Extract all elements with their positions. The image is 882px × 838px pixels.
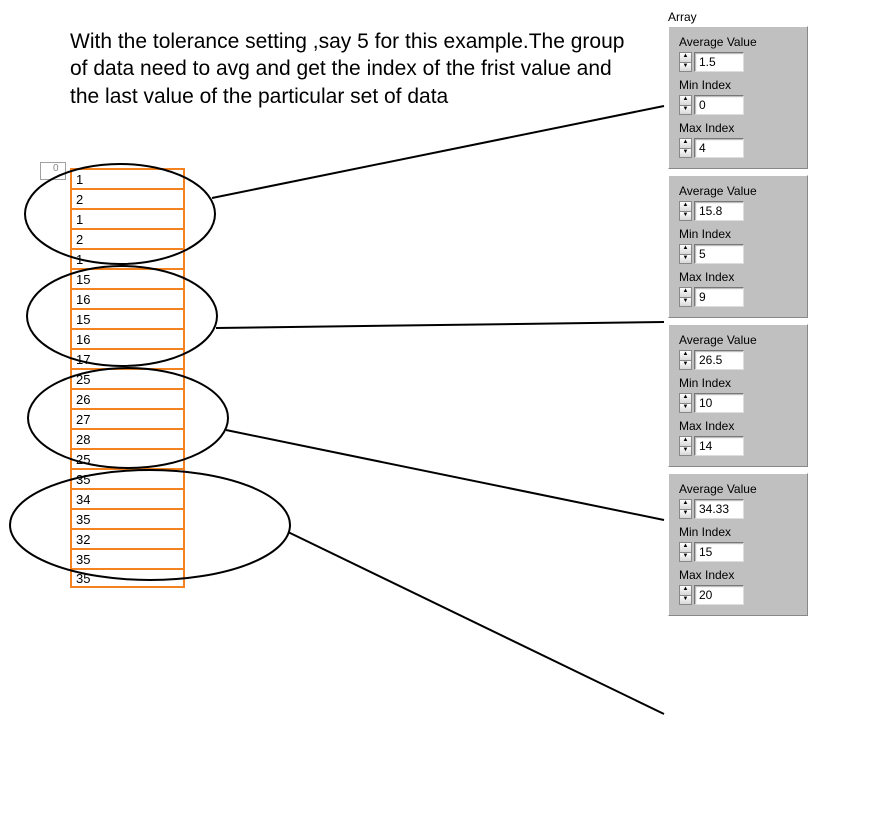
avg-label: Average Value	[679, 35, 797, 49]
array-cell[interactable]: 35	[70, 508, 185, 528]
spin-up-icon[interactable]: ▲	[679, 287, 692, 297]
min-index-control[interactable]: ▲ ▼ 0	[679, 95, 797, 115]
spin-down-icon[interactable]: ▼	[679, 211, 692, 222]
result-cluster: Average Value ▲ ▼ 26.5 Min Index ▲ ▼ 10 …	[668, 324, 808, 467]
average-value-control[interactable]: ▲ ▼ 34.33	[679, 499, 797, 519]
min-label: Min Index	[679, 525, 797, 539]
array-cell[interactable]: 35	[70, 548, 185, 568]
array-cell[interactable]: 35	[70, 468, 185, 488]
spin-up-icon[interactable]: ▲	[679, 585, 692, 595]
array-cell[interactable]: 2	[70, 188, 185, 208]
array-cell[interactable]: 35	[70, 568, 185, 588]
max-index-control[interactable]: ▲ ▼ 9	[679, 287, 797, 307]
min-index-control-value[interactable]: 5	[694, 244, 744, 264]
array-cell[interactable]: 1	[70, 248, 185, 268]
avg-label: Average Value	[679, 482, 797, 496]
avg-label: Average Value	[679, 184, 797, 198]
spin-down-icon[interactable]: ▼	[679, 595, 692, 606]
spin-down-icon[interactable]: ▼	[679, 148, 692, 159]
spin-down-icon[interactable]: ▼	[679, 254, 692, 265]
spin-down-icon[interactable]: ▼	[679, 552, 692, 563]
array-cell[interactable]: 28	[70, 428, 185, 448]
spin-up-icon[interactable]: ▲	[679, 436, 692, 446]
min-index-control-value[interactable]: 0	[694, 95, 744, 115]
array-cell[interactable]: 32	[70, 528, 185, 548]
spin-up-icon[interactable]: ▲	[679, 201, 692, 211]
max-index-control-value[interactable]: 20	[694, 585, 744, 605]
description-text: With the tolerance setting ,say 5 for th…	[70, 28, 640, 110]
max-index-control-value[interactable]: 9	[694, 287, 744, 307]
spin-down-icon[interactable]: ▼	[679, 360, 692, 371]
min-index-control[interactable]: ▲ ▼ 10	[679, 393, 797, 413]
result-cluster: Average Value ▲ ▼ 15.8 Min Index ▲ ▼ 5 M…	[668, 175, 808, 318]
average-value-control-value[interactable]: 1.5	[694, 52, 744, 72]
array-cell[interactable]: 2	[70, 228, 185, 248]
spin-up-icon[interactable]: ▲	[679, 393, 692, 403]
min-label: Min Index	[679, 78, 797, 92]
min-index-control-value[interactable]: 15	[694, 542, 744, 562]
min-index-control[interactable]: ▲ ▼ 5	[679, 244, 797, 264]
average-value-control[interactable]: ▲ ▼ 15.8	[679, 201, 797, 221]
array-cell[interactable]: 16	[70, 328, 185, 348]
min-index-control[interactable]: ▲ ▼ 15	[679, 542, 797, 562]
array-cell[interactable]: 26	[70, 388, 185, 408]
spin-down-icon[interactable]: ▼	[679, 297, 692, 308]
array-cell[interactable]: 25	[70, 368, 185, 388]
max-index-control-value[interactable]: 4	[694, 138, 744, 158]
average-value-control-value[interactable]: 34.33	[694, 499, 744, 519]
array-column: 1212115161516172526272825353435323535	[70, 168, 185, 588]
max-label: Max Index	[679, 568, 797, 582]
average-value-control-value[interactable]: 15.8	[694, 201, 744, 221]
max-index-control-value[interactable]: 14	[694, 436, 744, 456]
array-index-control[interactable]: 0	[40, 162, 66, 180]
array-cell[interactable]: 15	[70, 308, 185, 328]
spin-up-icon[interactable]: ▲	[679, 499, 692, 509]
spin-up-icon[interactable]: ▲	[679, 542, 692, 552]
avg-label: Average Value	[679, 333, 797, 347]
array-cell[interactable]: 27	[70, 408, 185, 428]
connector-line	[226, 430, 664, 520]
array-cell[interactable]: 17	[70, 348, 185, 368]
min-label: Min Index	[679, 227, 797, 241]
spin-down-icon[interactable]: ▼	[679, 403, 692, 414]
max-index-control[interactable]: ▲ ▼ 14	[679, 436, 797, 456]
spin-up-icon[interactable]: ▲	[679, 350, 692, 360]
connector-line	[288, 532, 664, 714]
spin-down-icon[interactable]: ▼	[679, 509, 692, 520]
connector-line	[212, 106, 664, 198]
cluster-panel-stack: Average Value ▲ ▼ 1.5 Min Index ▲ ▼ 0 Ma…	[668, 26, 808, 622]
array-cell[interactable]: 1	[70, 208, 185, 228]
result-cluster: Average Value ▲ ▼ 34.33 Min Index ▲ ▼ 15…	[668, 473, 808, 616]
min-index-control-value[interactable]: 10	[694, 393, 744, 413]
spin-down-icon[interactable]: ▼	[679, 446, 692, 457]
max-label: Max Index	[679, 419, 797, 433]
connector-line	[216, 322, 664, 328]
spin-down-icon[interactable]: ▼	[679, 62, 692, 73]
max-index-control[interactable]: ▲ ▼ 20	[679, 585, 797, 605]
panel-title: Array	[668, 10, 697, 24]
spin-down-icon[interactable]: ▼	[679, 105, 692, 116]
spin-up-icon[interactable]: ▲	[679, 95, 692, 105]
max-index-control[interactable]: ▲ ▼ 4	[679, 138, 797, 158]
average-value-control-value[interactable]: 26.5	[694, 350, 744, 370]
max-label: Max Index	[679, 270, 797, 284]
spin-up-icon[interactable]: ▲	[679, 138, 692, 148]
array-cell[interactable]: 34	[70, 488, 185, 508]
spin-up-icon[interactable]: ▲	[679, 52, 692, 62]
array-cell[interactable]: 1	[70, 168, 185, 188]
spin-up-icon[interactable]: ▲	[679, 244, 692, 254]
average-value-control[interactable]: ▲ ▼ 1.5	[679, 52, 797, 72]
array-cell[interactable]: 15	[70, 268, 185, 288]
min-label: Min Index	[679, 376, 797, 390]
max-label: Max Index	[679, 121, 797, 135]
array-cell[interactable]: 16	[70, 288, 185, 308]
result-cluster: Average Value ▲ ▼ 1.5 Min Index ▲ ▼ 0 Ma…	[668, 26, 808, 169]
average-value-control[interactable]: ▲ ▼ 26.5	[679, 350, 797, 370]
array-cell[interactable]: 25	[70, 448, 185, 468]
